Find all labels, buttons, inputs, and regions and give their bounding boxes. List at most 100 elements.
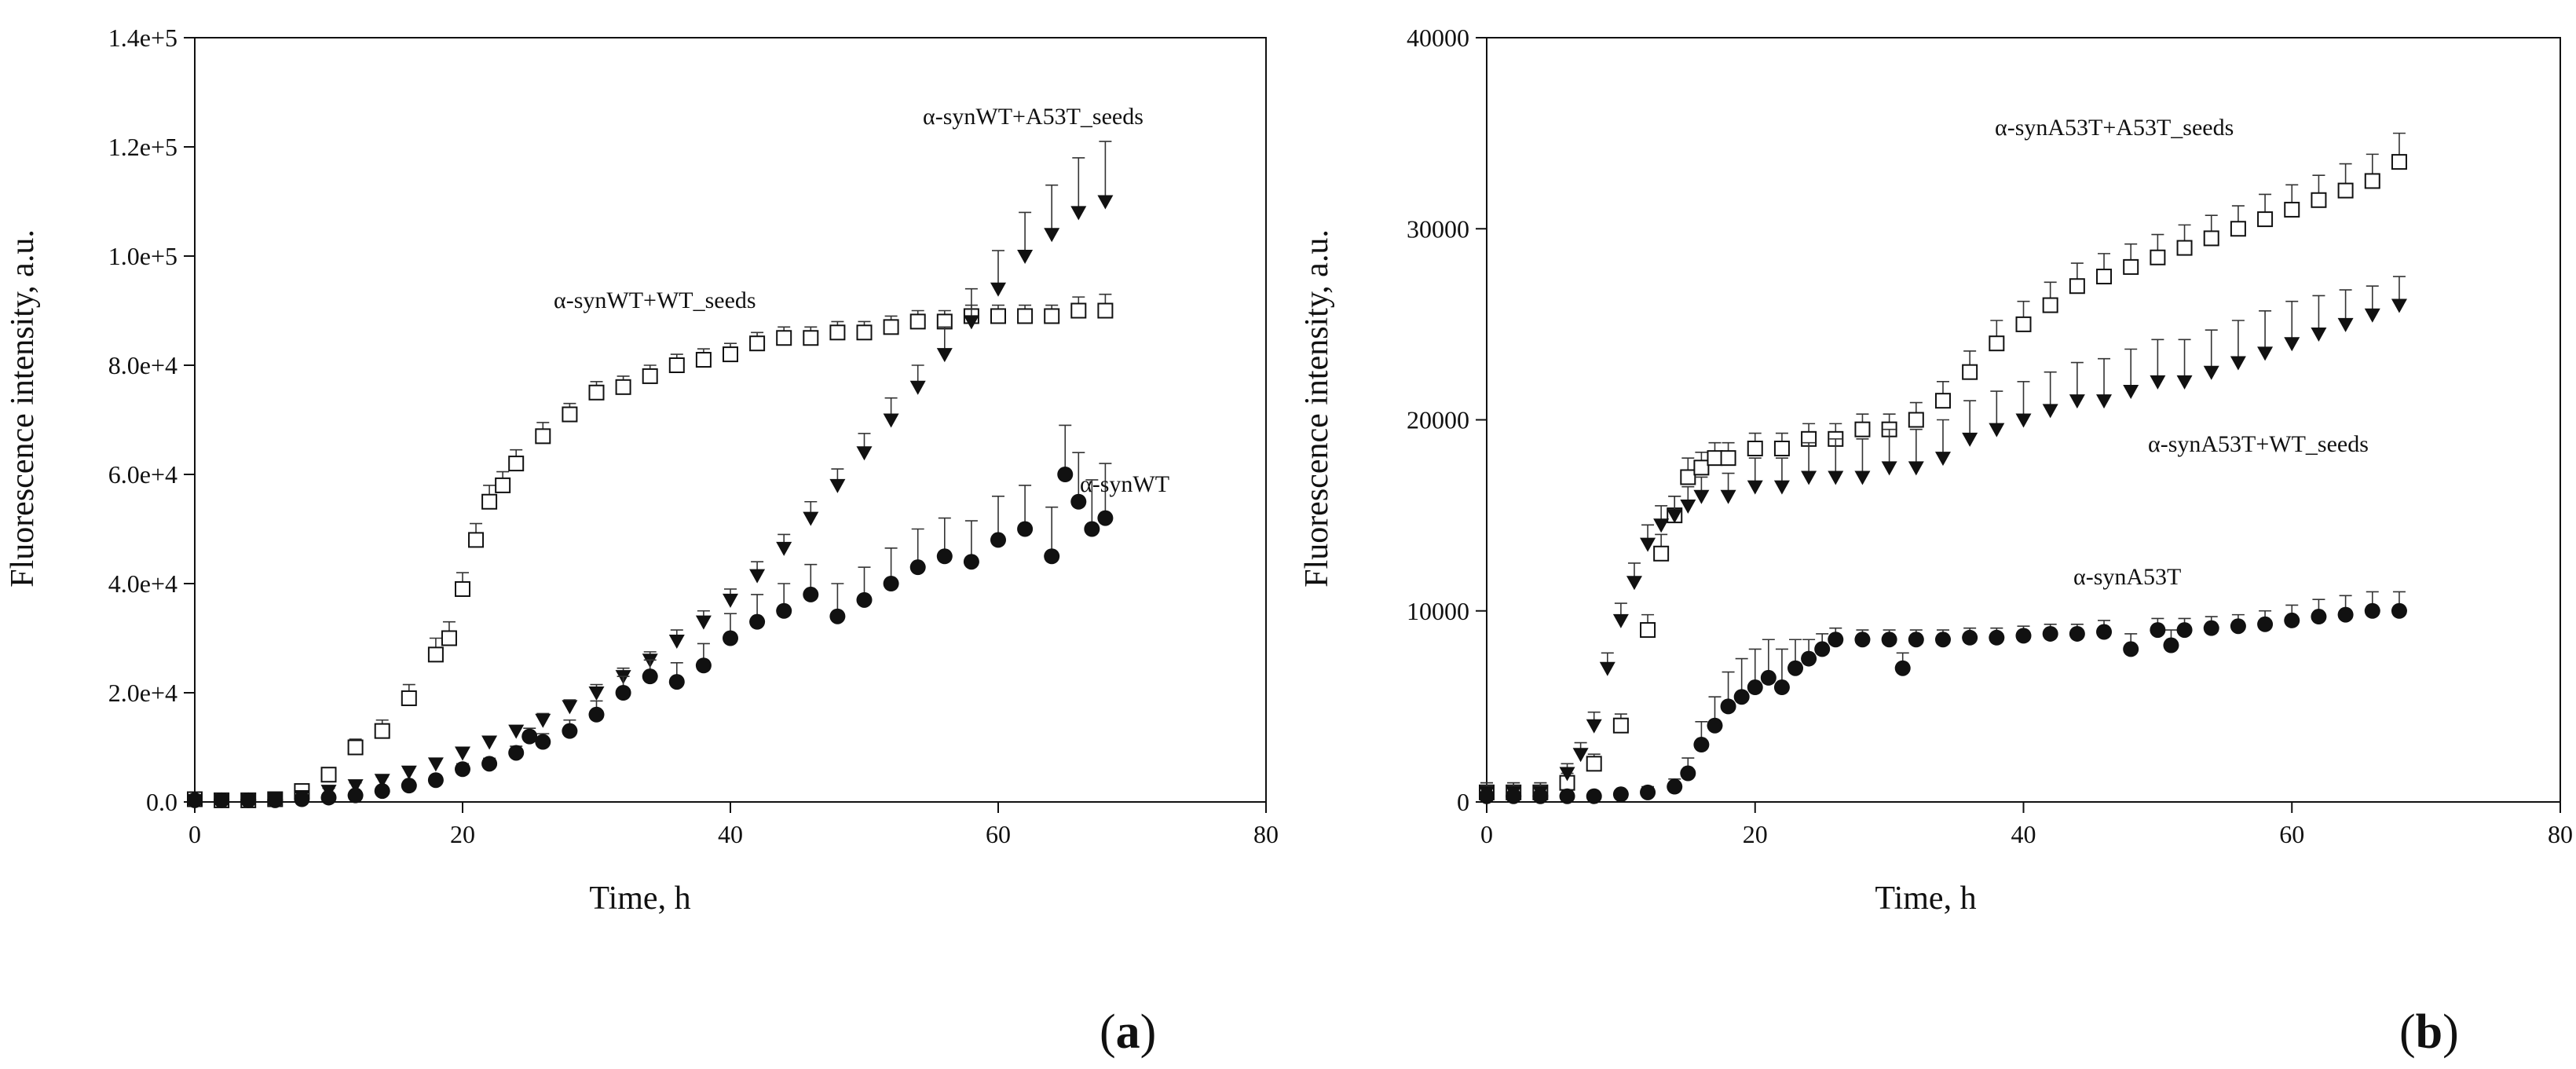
data-point-circle [668,674,685,690]
data-point-square [1747,440,1763,456]
data-point-circle [1720,698,1736,715]
data-point-triangle [963,315,979,330]
y-axis-ticks: 0 10000 20000 30000 40000 [1407,24,1487,816]
data-point-triangle [2284,337,2300,352]
data-point-square [2257,211,2274,228]
x-tick-label: 40 [718,820,743,848]
data-point-triangle [2337,317,2354,332]
data-point-circle [508,745,525,761]
data-point-triangle [1989,423,2005,437]
y-axis-title: Fluorescence intensity, a.u. [1299,229,1335,588]
data-point-square [1070,302,1087,319]
data-point-circle [1680,765,1696,782]
series-open-square [1479,132,2407,800]
data-point-square [468,532,485,548]
series-open-square [187,293,1114,808]
data-point-square [1044,308,1060,324]
data-point-circle [535,734,551,750]
data-point-square [2203,230,2219,247]
data-point-square [2391,154,2407,170]
data-point-circle [1894,660,1911,676]
x-tick-label: 20 [1743,820,1768,848]
data-point-square [320,767,337,783]
data-point-square [1693,459,1710,476]
data-point-square [668,357,685,373]
data-point-circle [455,761,470,778]
data-point-circle [803,586,819,602]
data-point-square [883,319,899,335]
data-point-triangle [990,282,1006,297]
x-tick-label: 60 [986,820,1011,848]
data-point-circle [1733,689,1750,705]
y-tick-label: 2.0e+4 [108,679,177,707]
data-point-triangle [1640,537,1656,552]
data-point-circle [1084,521,1100,537]
x-axis-title: Time, h [589,880,690,917]
data-point-triangle [695,615,712,630]
data-point-circle [1667,778,1683,795]
data-point-square [749,335,766,352]
data-point-circle [2203,620,2219,636]
data-point-circle [2257,616,2274,632]
data-point-triangle [936,348,953,363]
data-point-triangle [1747,480,1763,495]
data-point-triangle [829,478,846,493]
data-point-circle [2015,628,2032,644]
x-tick-label: 60 [2279,820,2304,848]
data-point-circle [856,591,873,608]
data-point-circle [1070,493,1087,510]
data-point-circle [240,792,257,808]
data-point-circle [347,787,364,804]
data-point-square [695,352,712,368]
annotation-wt: α-synWT [1080,471,1169,497]
data-point-square [1097,302,1114,319]
data-point-triangle [588,686,605,701]
data-point-triangle [2150,375,2166,390]
data-point-square [1962,364,1978,380]
data-point-circle [374,783,390,800]
data-point-square [1854,421,1871,437]
data-point-triangle [1044,228,1060,243]
panel-caption-a: (a) [1100,1005,1156,1059]
data-point-triangle [1653,518,1670,533]
data-point-circle [2364,602,2380,619]
y-tick-label: 1.2e+5 [108,133,177,161]
data-point-square [723,346,738,363]
x-tick-label: 80 [1253,820,1279,848]
data-point-triangle [1881,461,1897,476]
data-point-square [427,646,444,663]
data-point-triangle [1667,509,1683,524]
data-point-triangle [2311,328,2327,342]
data-point-triangle [1773,480,1790,495]
data-point-square [495,477,511,493]
data-point-triangle [1962,432,1978,447]
data-point-triangle [1572,748,1589,763]
data-point-circle [1506,788,1522,804]
data-point-square [1653,545,1670,562]
y-tick-label: 40000 [1407,24,1469,52]
data-point-triangle [883,413,899,428]
data-point-circle [1881,632,1897,648]
data-point-triangle [1680,499,1696,514]
data-point-square [2069,278,2085,295]
data-point-square [1586,756,1602,772]
data-point-triangle [1586,719,1602,734]
data-point-circle [2311,609,2327,625]
data-point-triangle [909,380,926,395]
series-layer [1479,132,2407,804]
data-point-circle [521,728,538,745]
data-point-square [615,379,631,395]
data-point-triangle [455,746,470,761]
data-point-square [2284,201,2300,218]
data-point-triangle [1854,470,1871,485]
data-point-triangle [2123,385,2139,400]
data-point-circle [2284,612,2300,628]
data-point-triangle [2096,394,2113,409]
data-point-square [2364,173,2380,189]
data-point-square [2015,316,2032,332]
data-point-circle [1934,632,1951,648]
data-point-square [829,324,846,341]
data-point-square [1707,450,1723,467]
annotation-a53t: α-synA53T [2073,564,2181,590]
data-point-circle [267,792,284,808]
